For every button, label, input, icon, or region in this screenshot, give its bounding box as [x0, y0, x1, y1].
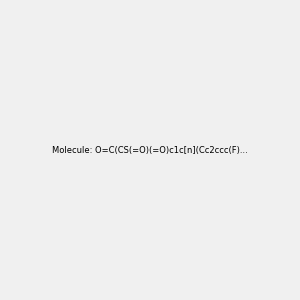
Text: Molecule: O=C(CS(=O)(=O)c1c[n](Cc2ccc(F)...: Molecule: O=C(CS(=O)(=O)c1c[n](Cc2ccc(F)… [52, 146, 248, 154]
